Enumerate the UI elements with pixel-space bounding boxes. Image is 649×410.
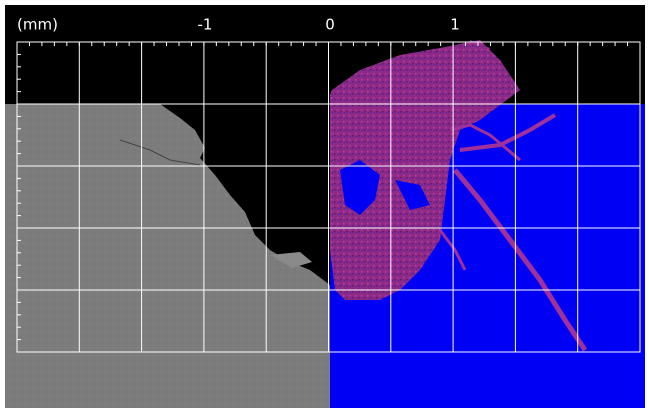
scale-tick-label: 1 bbox=[450, 16, 460, 34]
scale-tick-label: -1 bbox=[198, 16, 213, 34]
unit-label: (mm) bbox=[17, 16, 58, 34]
scale-tick-label: 0 bbox=[325, 16, 335, 34]
micrograph-view: (mm) -1 0 1 bbox=[0, 0, 649, 410]
